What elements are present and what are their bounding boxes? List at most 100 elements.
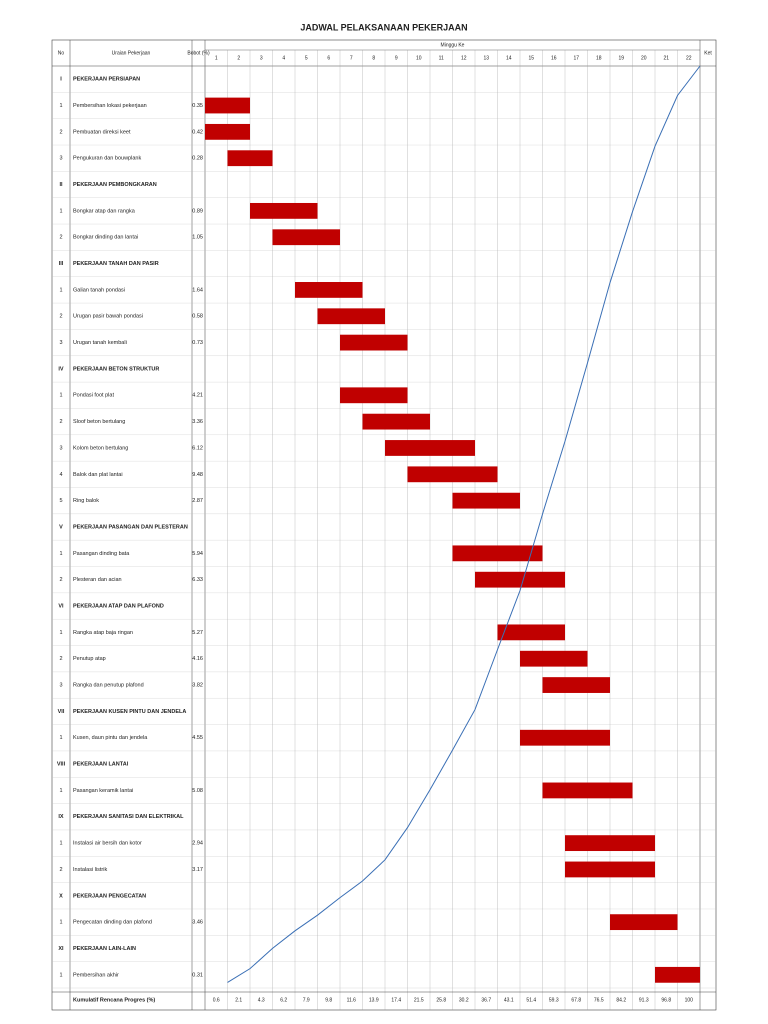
row-item: Pondasi foot plat (73, 393, 114, 399)
header-note: Ket (704, 50, 712, 56)
row-item: PEKERJAAN PERSIAPAN (73, 77, 140, 83)
row-no: 1 (59, 972, 62, 978)
week-number: 16 (551, 55, 557, 61)
row-weight: 6.12 (192, 445, 203, 451)
cumulative-value: 76.5 (594, 997, 604, 1003)
schedule-bar (565, 861, 655, 878)
row-no: 3 (59, 683, 62, 689)
row-no: I (60, 77, 62, 83)
row-weight: 0.35 (192, 103, 203, 109)
row-item: Ring balok (73, 498, 99, 504)
schedule-bar (362, 413, 430, 430)
row-no: 2 (59, 235, 62, 241)
row-no: XI (58, 946, 64, 952)
cumulative-value: 84.2 (616, 997, 626, 1003)
row-no: 2 (59, 314, 62, 320)
row-no: 1 (59, 630, 62, 636)
schedule-bar (407, 466, 498, 483)
schedule-bar (655, 966, 700, 983)
week-number: 20 (641, 55, 647, 61)
cumulative-value: 91.3 (639, 997, 649, 1003)
cumulative-value: 67.8 (571, 997, 581, 1003)
week-number: 5 (305, 55, 308, 61)
row-no: 1 (59, 551, 62, 557)
row-weight: 2.87 (192, 498, 203, 504)
row-item: PEKERJAAN PEMBONGKARAN (73, 182, 157, 188)
row-no: 2 (59, 867, 62, 873)
row-item: Pasangan dinding bata (73, 551, 130, 557)
schedule-bar (452, 492, 520, 509)
row-item: PEKERJAAN ATAP DAN PLAFOND (73, 603, 164, 609)
row-no: 1 (59, 208, 62, 214)
row-no: IX (58, 814, 64, 820)
week-number: 19 (618, 55, 624, 61)
cumulative-value: 51.4 (526, 997, 536, 1003)
row-weight: 0.42 (192, 129, 203, 135)
header-weight: Bobot (%) (187, 50, 210, 56)
row-item: Pasangan keramik lantai (73, 788, 133, 794)
row-item: PEKERJAAN SANITASI DAN ELEKTRIKAL (73, 814, 184, 820)
schedule-bar (542, 677, 610, 693)
row-item: Plesteran dan acian (73, 577, 122, 583)
row-weight: 0.89 (192, 208, 203, 214)
schedule-bar (317, 308, 385, 325)
row-item: Pengecatan dinding dan plafond (73, 920, 152, 926)
header-weeks: Minggu Ke (441, 42, 465, 48)
table-frame (51, 39, 717, 1011)
row-weight: 6.33 (192, 577, 203, 583)
row-weight: 0.31 (192, 972, 203, 978)
schedule-bar (520, 729, 610, 746)
week-number: 4 (282, 55, 285, 61)
row-item: Pengukuran dan bouwplank (73, 156, 141, 162)
week-number: 12 (461, 55, 467, 61)
cumulative-value: 13.9 (369, 997, 379, 1003)
cumulative-value: 0.6 (213, 997, 220, 1003)
row-no: 3 (59, 340, 62, 346)
row-weight: 5.08 (192, 788, 203, 794)
row-item: Balok dan plat lantai (73, 472, 123, 478)
row-item: PEKERJAAN LAIN-LAIN (73, 946, 136, 952)
row-no: 1 (59, 735, 62, 741)
schedule-bar (250, 202, 318, 219)
cumulative-value: 21.5 (414, 997, 424, 1003)
week-number: 17 (573, 55, 579, 61)
row-no: 4 (59, 472, 62, 478)
row-no: III (59, 261, 64, 267)
row-weight: 0.28 (192, 156, 203, 162)
row-weight: 0.58 (192, 314, 203, 320)
cumulative-value: 6.2 (280, 997, 287, 1003)
schedule-bar (227, 150, 273, 167)
cumulative-value: 30.2 (459, 997, 469, 1003)
row-no: VI (58, 603, 64, 609)
row-no: 1 (59, 920, 62, 926)
week-number: 18 (596, 55, 602, 61)
cumulative-value: 59.3 (549, 997, 559, 1003)
week-number: 10 (416, 55, 422, 61)
row-no: VII (58, 709, 65, 715)
row-item: Rangka dan penutup plafond (73, 683, 144, 689)
week-number: 22 (686, 55, 692, 61)
row-no: X (59, 893, 63, 899)
row-no: IV (58, 366, 64, 372)
cumulative-value: 43.1 (504, 997, 514, 1003)
cumulative-value: 4.3 (258, 997, 265, 1003)
row-weight: 4.21 (192, 393, 203, 399)
schedule-bar (452, 545, 543, 562)
row-item: Instalasi air bersih dan kotor (73, 841, 142, 847)
schedule-bar (340, 334, 408, 351)
schedule-bar (205, 97, 250, 114)
schedule-bar (565, 835, 655, 852)
week-number: 6 (327, 55, 330, 61)
row-no: 3 (59, 156, 62, 162)
row-item: Kusen, daun pintu dan jendela (73, 735, 148, 741)
row-no: 1 (59, 841, 62, 847)
row-item: Urugan pasir bawah pondasi (73, 314, 143, 320)
row-no: II (59, 182, 63, 188)
row-item: Pembuatan direksi keet (73, 129, 131, 135)
row-item: PEKERJAAN TANAH DAN PASIR (73, 261, 159, 267)
row-no: 5 (59, 498, 62, 504)
schedule-bar (542, 782, 633, 799)
row-item: PEKERJAAN PASANGAN DAN PLESTERAN (73, 524, 188, 530)
header-item: Uraian Pekerjaan (112, 50, 151, 56)
